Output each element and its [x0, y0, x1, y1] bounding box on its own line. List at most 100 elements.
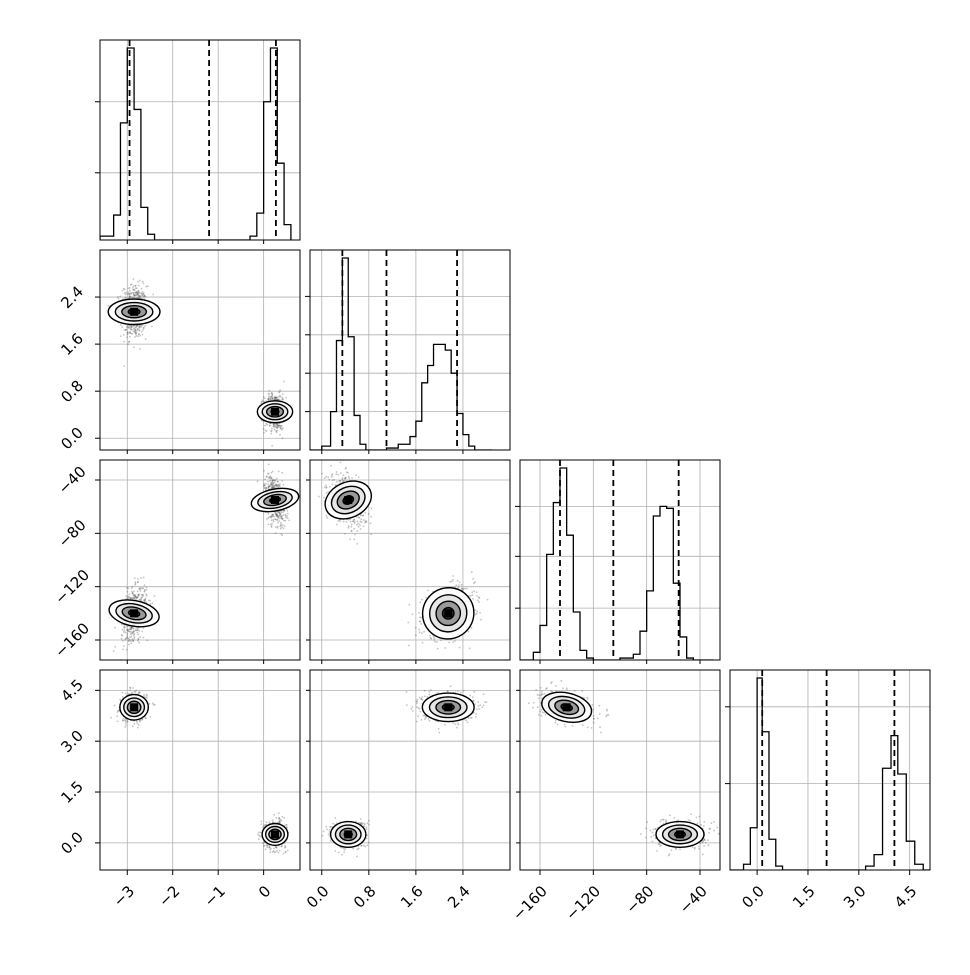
scatter-point [365, 512, 367, 514]
scatter-point [267, 483, 269, 485]
scatter-point [131, 587, 133, 589]
scatter-point [280, 525, 282, 527]
scatter-point [135, 287, 137, 289]
scatter-point [261, 821, 263, 823]
scatter-point [454, 640, 456, 642]
scatter-point [136, 325, 138, 327]
scatter-point [358, 526, 360, 528]
scatter-point [108, 305, 110, 307]
scatter-point [270, 517, 272, 519]
scatter-point [126, 626, 128, 628]
scatter-point [461, 588, 463, 590]
histogram-panel-1 [305, 250, 510, 450]
scatter-point [146, 589, 148, 591]
scatter-point [470, 595, 472, 597]
scatter-point [360, 528, 362, 530]
scatter-point [324, 486, 326, 488]
scatter-point [434, 641, 436, 643]
scatter-point [128, 593, 130, 595]
scatter-point [135, 333, 137, 335]
scatter-point [285, 517, 287, 519]
scatter-point [279, 486, 281, 488]
scatter-point [133, 630, 135, 632]
scatter-point [280, 522, 282, 524]
scatter-point [419, 631, 421, 633]
scatter-point [117, 711, 119, 713]
scatter-point [269, 851, 271, 853]
scatter-point [284, 845, 286, 847]
scatter-point [123, 631, 125, 633]
scatter-point [468, 631, 470, 633]
scatter-point [282, 480, 284, 482]
scatter-point [140, 590, 142, 592]
scatter-point [357, 521, 359, 523]
scatter-point [321, 473, 323, 475]
scatter-point [151, 326, 153, 328]
scatter-point [275, 532, 277, 534]
scatter-point [371, 507, 373, 509]
scatter-point [146, 586, 148, 588]
scatter-point [336, 481, 338, 483]
scatter-point [368, 513, 370, 515]
scatter-point [283, 527, 285, 529]
scatter-point [149, 703, 151, 705]
scatter-point [359, 517, 361, 519]
scatter-point [274, 397, 276, 399]
scatter-point [278, 520, 280, 522]
scatter-point [478, 601, 480, 603]
scatter-point [137, 281, 139, 283]
scatter-point [344, 533, 346, 535]
density-peak-2-0-cluster-0 [130, 609, 138, 617]
scatter-point [262, 399, 264, 401]
scatter-point [133, 597, 135, 599]
histogram-panel-0 [95, 40, 300, 240]
scatter-point [264, 484, 266, 486]
scatter-point [419, 601, 421, 603]
scatter-panel-2-0 [100, 460, 301, 660]
scatter-point [325, 476, 327, 478]
scatter-point [154, 704, 156, 706]
scatter-point [351, 530, 353, 532]
scatter-point [139, 330, 141, 332]
scatter-point [358, 476, 360, 478]
scatter-point [280, 846, 282, 848]
scatter-point [141, 631, 143, 633]
scatter-point [263, 428, 265, 430]
scatter-point [452, 579, 454, 581]
scatter-point [266, 476, 268, 478]
scatter-point [479, 612, 481, 614]
scatter-point [134, 327, 136, 329]
scatter-point [116, 715, 118, 717]
scatter-point [277, 486, 279, 488]
scatter-point [275, 519, 277, 521]
scatter-point [477, 599, 479, 601]
scatter-point [273, 814, 275, 816]
scatter-point [345, 477, 347, 479]
scatter-point [131, 633, 133, 635]
scatter-panel-2-1 [310, 460, 510, 660]
histogram-frame-3 [730, 670, 930, 870]
scatter-point [258, 835, 260, 837]
scatter-point [113, 650, 115, 652]
scatter-point [420, 617, 422, 619]
scatter-point [407, 622, 409, 624]
scatter-point [123, 341, 125, 343]
scatter-point [261, 401, 263, 403]
scatter-point [143, 599, 145, 601]
scatter-point [348, 478, 350, 480]
scatter-point [270, 396, 272, 398]
scatter-point [277, 481, 279, 483]
scatter-point [419, 621, 421, 623]
scatter-point [129, 287, 131, 289]
scatter-point [276, 519, 278, 521]
scatter-point [263, 845, 265, 847]
scatter-point [126, 336, 128, 338]
scatter-point [274, 429, 276, 431]
scatter-point [348, 476, 350, 478]
density-peak-1-0-cluster-1 [271, 408, 279, 416]
scatter-point [268, 395, 270, 397]
scatter-point [415, 634, 417, 636]
scatter-point [142, 281, 144, 283]
scatter-point [138, 692, 140, 694]
scatter-point [265, 821, 267, 823]
